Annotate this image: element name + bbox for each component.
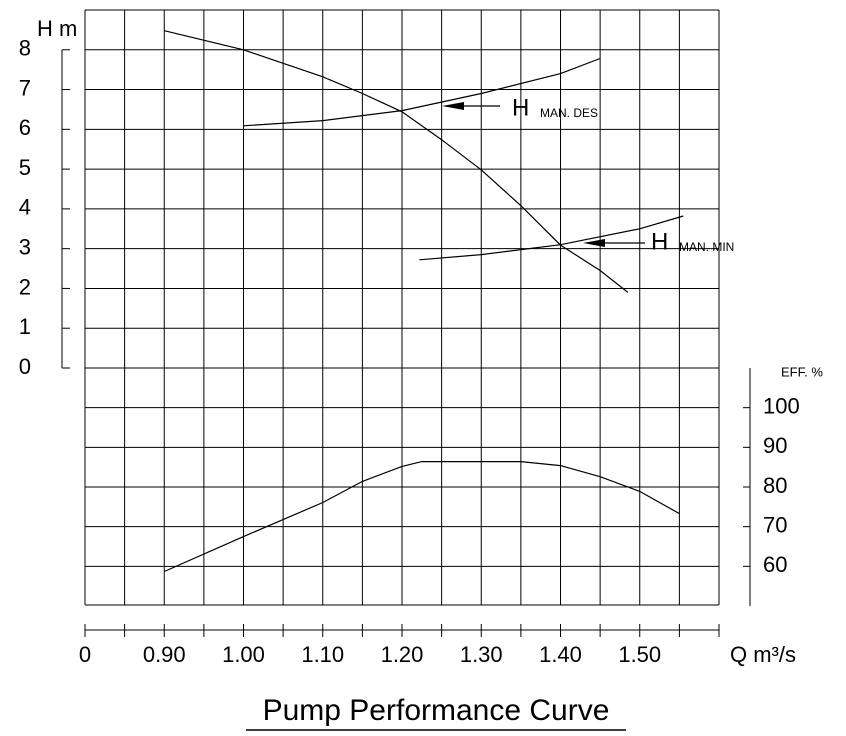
y-tick-label: 0 xyxy=(19,354,31,379)
curve xyxy=(164,30,629,293)
y-tick-label: 7 xyxy=(19,75,31,100)
annotation-sub: MAN. MIN xyxy=(679,240,734,254)
y-tick-label: 8 xyxy=(19,36,31,61)
annotation-label: H xyxy=(512,94,529,121)
y2-tick-label: 80 xyxy=(763,473,787,498)
annotation-label: H xyxy=(651,228,668,255)
arrow-head xyxy=(583,239,605,247)
x-axis-label: Q m³/s xyxy=(730,642,796,667)
curve xyxy=(419,215,684,261)
y-tick-label: 1 xyxy=(19,314,31,339)
y2-tick-label: 60 xyxy=(763,552,787,577)
chart-title: Pump Performance Curve xyxy=(263,694,610,727)
x-tick-label: 1.10 xyxy=(301,642,344,667)
curve xyxy=(243,57,601,127)
x-tick-label: 1.30 xyxy=(460,642,503,667)
y-tick-label: 4 xyxy=(19,195,31,220)
y-tick-label: 3 xyxy=(19,234,31,259)
x-tick-label: 1.40 xyxy=(539,642,582,667)
x-tick-label: 1.50 xyxy=(618,642,661,667)
x-tick-label: 0.90 xyxy=(143,642,186,667)
x-tick-label: 1.00 xyxy=(222,642,265,667)
x-tick-label: 1.20 xyxy=(381,642,424,667)
y-axis-label: H m xyxy=(37,16,77,41)
arrow-head xyxy=(442,102,464,110)
curve xyxy=(164,461,680,573)
y2-tick-label: 90 xyxy=(763,433,787,458)
y2-tick-label: 70 xyxy=(763,512,787,537)
y-tick-label: 6 xyxy=(19,115,31,140)
y2-tick-label: 100 xyxy=(763,393,800,418)
y-tick-label: 5 xyxy=(19,155,31,180)
y-tick-label: 2 xyxy=(19,274,31,299)
x-break-label: 0 xyxy=(79,642,91,667)
y2-axis-label: EFF. % xyxy=(781,364,823,379)
annotation-sub: MAN. DES xyxy=(540,106,598,120)
